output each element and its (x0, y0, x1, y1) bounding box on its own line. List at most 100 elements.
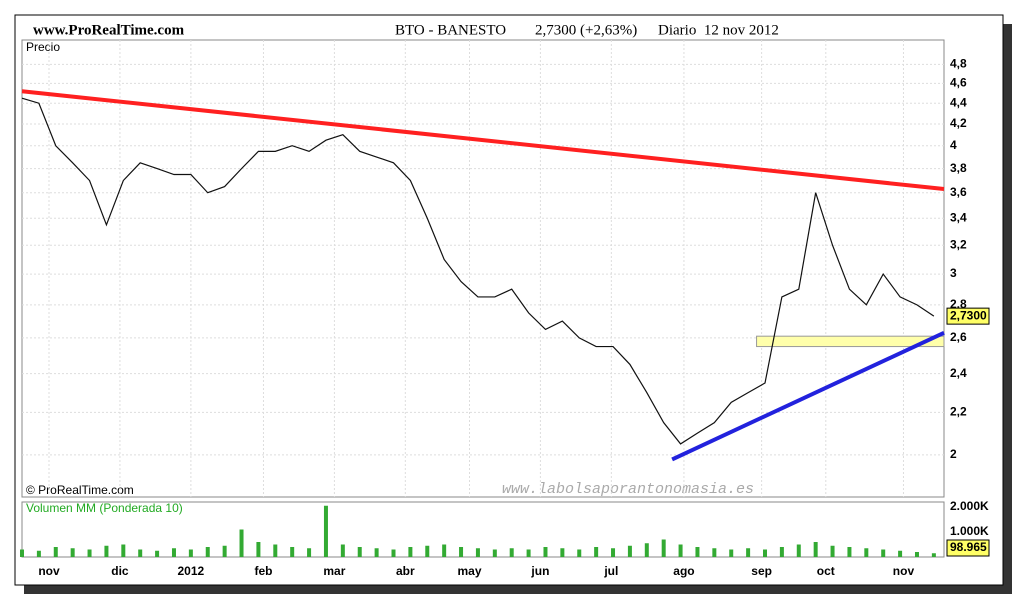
volume-bar (70, 548, 75, 557)
y-tick-label: 1.000K (950, 524, 989, 538)
x-tick-label: feb (254, 564, 272, 578)
x-tick-label: ago (673, 564, 694, 578)
volume-bar (53, 547, 58, 557)
volume-bar (560, 548, 565, 557)
volume-panel (21, 501, 945, 558)
price-panel (21, 39, 945, 498)
volume-bar (813, 542, 818, 557)
last-value-label: 2,7300 (950, 308, 987, 322)
y-tick-label: 3,6 (950, 185, 967, 199)
panel-label: Precio (26, 40, 60, 54)
x-tick-label: oct (817, 564, 835, 578)
price-line (21, 97, 935, 445)
volume-bar (391, 549, 396, 557)
volume-bar (543, 547, 548, 557)
support-zone (756, 335, 945, 348)
volume-bar (898, 550, 903, 557)
trendline (21, 89, 945, 192)
volume-bar (746, 548, 751, 557)
y-tick-label: 4,2 (950, 116, 967, 130)
x-tick-label: abr (396, 564, 415, 578)
x-tick-label: jul (603, 564, 618, 578)
volume-bar (779, 547, 784, 557)
volume-bar (661, 539, 666, 557)
y-tick-label: 4,8 (950, 57, 967, 71)
volume-bar (796, 544, 801, 557)
copyright: © ProRealTime.com (26, 483, 134, 497)
volume-bar (611, 548, 616, 557)
last-value-box (946, 539, 990, 557)
volume-bar (171, 548, 176, 557)
volume-bar (729, 549, 734, 557)
volume-bar (577, 549, 582, 557)
volume-bar (644, 543, 649, 557)
y-tick-label: 3 (950, 266, 957, 280)
y-tick-label: 4,6 (950, 76, 967, 90)
x-tick-label: mar (323, 564, 345, 578)
volume-bar (830, 545, 835, 557)
volume-bar (87, 549, 92, 557)
volume-bar (847, 547, 852, 557)
volume-bar (914, 552, 919, 557)
volume-bar (442, 544, 447, 557)
volume-bar (138, 549, 143, 557)
volume-bar (374, 548, 379, 557)
volume-bar (121, 544, 126, 557)
x-tick-label: nov (38, 564, 60, 578)
volume-bar (104, 545, 109, 557)
x-tick-label: jun (530, 564, 549, 578)
volume-bar (408, 547, 413, 557)
x-tick-label: sep (751, 564, 772, 578)
watermark: www.labolsaporantonomasia.es (502, 481, 754, 498)
volume-bar (695, 547, 700, 557)
volume-bar (273, 544, 278, 557)
volume-bar (20, 549, 24, 557)
period: Diario 12 nov 2012 (658, 22, 779, 38)
volume-bar (509, 548, 514, 557)
volume-bar (155, 550, 160, 557)
volume-bar (290, 547, 295, 557)
volume-bar (526, 549, 531, 557)
volume-bar (425, 545, 430, 557)
y-tick-label: 2,4 (950, 366, 967, 380)
volume-bar (881, 549, 886, 557)
volume-bar (678, 544, 683, 557)
volume-bar (307, 548, 312, 557)
volume-bar (475, 548, 480, 557)
volume-bar (323, 505, 328, 557)
volume-bar (256, 542, 261, 557)
y-tick-label: 2,6 (950, 330, 967, 344)
y-tick-label: 3,8 (950, 161, 967, 175)
volume-bar (459, 547, 464, 557)
x-tick-label: dic (111, 564, 129, 578)
volume-label: Volumen MM (Ponderada 10) (26, 501, 183, 515)
volume-bar (594, 547, 599, 557)
trendline (671, 330, 945, 462)
quote: 2,7300 (+2,63%) (535, 22, 637, 38)
x-tick-label: nov (893, 564, 915, 578)
volume-bar (36, 550, 41, 557)
y-tick-label: 2,8 (950, 297, 967, 311)
volume-bar (357, 547, 362, 557)
volume-bar (627, 545, 632, 557)
x-tick-label: may (457, 564, 481, 578)
x-tick-label: 2012 (178, 564, 205, 578)
y-tick-label: 4,4 (950, 95, 967, 109)
y-tick-label: 3,4 (950, 210, 967, 224)
y-tick-label: 2 (950, 447, 957, 461)
volume-bar (492, 549, 497, 557)
symbol: BTO - BANESTO (395, 22, 506, 38)
last-value-label: 98.965 (950, 540, 987, 554)
volume-bar (205, 547, 210, 557)
site: www.ProRealTime.com (33, 22, 185, 38)
volume-bar (712, 548, 717, 557)
volume-bar (763, 549, 768, 557)
y-tick-label: 2.000K (950, 499, 989, 513)
volume-bar (239, 529, 244, 557)
y-tick-label: 2,2 (950, 405, 967, 419)
volume-bar (222, 545, 227, 557)
last-value-box (946, 307, 990, 325)
volume-bar (931, 553, 936, 557)
y-tick-label: 4 (950, 138, 957, 152)
